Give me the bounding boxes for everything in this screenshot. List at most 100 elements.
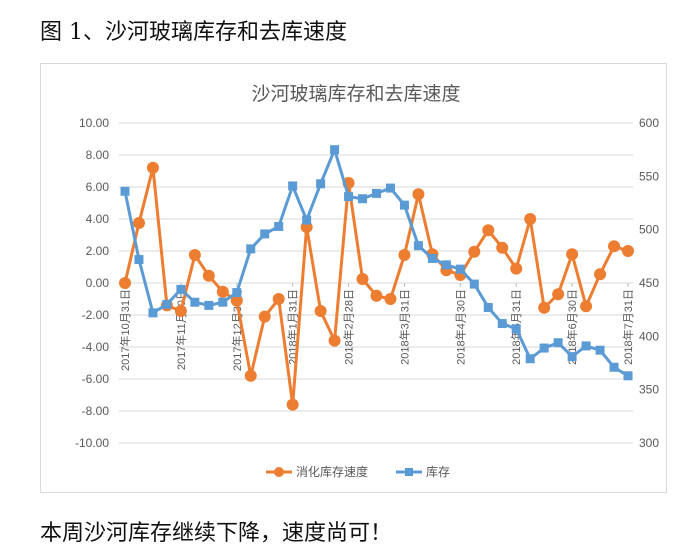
legend-marker — [274, 467, 284, 477]
y-right-tick-label: 600 — [639, 116, 659, 130]
data-point-blue — [120, 186, 130, 196]
y-left-tick-label: -8.00 — [82, 404, 110, 418]
y-right-tick-label: 300 — [639, 436, 659, 450]
series-line-left — [123, 166, 629, 407]
chart-frame: 沙河玻璃库存和去库速度 10.00 8.00 6.00 4.00 2.00 0.00 -2.0… — [40, 63, 667, 493]
y-left-tick-label: 2.00 — [86, 244, 110, 258]
data-point-blue — [581, 341, 591, 351]
data-point-orange — [230, 294, 243, 307]
data-point-orange — [119, 277, 131, 289]
data-point-orange — [272, 293, 285, 305]
data-point-orange — [286, 398, 299, 411]
data-point-blue — [455, 264, 465, 274]
data-point-orange — [398, 249, 411, 261]
data-point-orange — [608, 240, 621, 253]
data-point-orange — [510, 262, 523, 275]
data-point-orange — [370, 289, 383, 302]
data-point-blue — [385, 183, 395, 193]
data-point-blue — [302, 215, 312, 225]
data-point-blue — [595, 345, 605, 355]
x-tick-label: 2018年7月31日 — [621, 289, 635, 365]
y-left-tick-label: -2.00 — [82, 308, 110, 322]
data-point-orange — [174, 305, 187, 317]
y-right-tick-label: 450 — [639, 276, 659, 290]
data-point-blue — [469, 279, 479, 289]
y-right-tick-label: 400 — [639, 329, 659, 343]
y-left-tick-label: 0.00 — [86, 276, 110, 290]
data-point-blue — [441, 260, 451, 270]
data-point-orange — [482, 224, 495, 237]
data-point-orange — [356, 273, 369, 285]
data-point-orange — [580, 300, 593, 313]
x-tick-label: 2018年3月31日 — [397, 289, 411, 365]
legend-label: 消化库存速度 — [296, 464, 368, 479]
y-left-tick-label: -4.00 — [82, 340, 110, 354]
data-point-blue — [623, 371, 633, 381]
data-point-blue — [148, 308, 158, 318]
data-point-blue — [232, 288, 242, 298]
data-point-orange — [258, 310, 271, 323]
data-point-orange — [188, 249, 201, 261]
data-point-blue — [134, 255, 144, 265]
x-tick-label: 2018年2月28日 — [342, 289, 356, 365]
x-tick-label: 2017年10月31日 — [118, 289, 132, 371]
data-point-orange — [566, 248, 579, 261]
data-point-orange — [524, 213, 537, 225]
data-point-blue — [344, 192, 354, 202]
data-point-blue — [260, 229, 270, 239]
data-point-blue — [539, 343, 549, 353]
legend-marker — [405, 468, 413, 476]
figure-title: 图 1、沙河玻璃库存和去库速度 — [40, 20, 347, 45]
data-point-blue — [525, 354, 535, 364]
data-point-orange — [496, 241, 509, 254]
data-point-orange — [622, 245, 634, 257]
data-point-orange — [594, 268, 607, 281]
data-point-blue — [399, 200, 409, 210]
data-point-orange — [244, 369, 257, 382]
data-point-blue — [511, 324, 521, 334]
data-point-blue — [204, 300, 214, 310]
data-point-blue — [372, 188, 381, 198]
data-point-orange — [146, 161, 159, 174]
y-left-tick-label: -10.00 — [75, 436, 109, 450]
data-point-blue — [330, 145, 340, 155]
data-point-orange — [468, 245, 481, 258]
y-left-tick-label: 4.00 — [86, 212, 110, 226]
data-point-orange — [328, 334, 341, 347]
data-point-blue — [358, 194, 368, 204]
data-point-blue — [288, 181, 298, 191]
data-point-orange — [202, 269, 215, 282]
x-tick-label: 2017年12月31日 — [230, 289, 244, 371]
x-tick-label: 2018年4月30日 — [453, 289, 467, 365]
chart: 沙河玻璃库存和去库速度 10.00 8.00 6.00 4.00 2.00 0.00 -2.0… — [75, 83, 659, 479]
caption: 本周沙河库存继续下降，速度尚可！ — [40, 521, 393, 546]
y-right-tick-label: 500 — [639, 223, 659, 237]
data-point-blue — [274, 221, 284, 231]
data-point-blue — [162, 299, 172, 309]
data-point-blue — [483, 303, 493, 313]
data-point-blue — [218, 297, 228, 307]
x-tick-label: 2018年6月30日 — [565, 289, 579, 365]
y-right-tick-label: 350 — [639, 383, 659, 397]
data-point-blue — [497, 319, 507, 329]
data-point-blue — [553, 338, 563, 348]
chart-title: 沙河玻璃库存和去库速度 — [251, 83, 460, 105]
data-point-blue — [190, 297, 200, 307]
y-left-tick-label: 10.00 — [79, 116, 109, 130]
data-point-orange — [132, 217, 145, 229]
data-point-orange — [538, 301, 551, 314]
data-point-orange — [552, 288, 565, 301]
y-right-tick-label: 550 — [639, 169, 659, 183]
data-point-orange — [216, 285, 229, 298]
data-point-blue — [567, 352, 577, 362]
y-left-tick-label: 6.00 — [86, 180, 110, 194]
data-point-blue — [413, 241, 423, 251]
data-point-blue — [316, 179, 326, 189]
y-left-tick-label: 8.00 — [86, 148, 110, 162]
legend-label: 库存 — [426, 464, 450, 479]
data-point-blue — [609, 362, 619, 372]
data-point-blue — [246, 244, 256, 254]
data-point-blue — [176, 284, 186, 294]
data-point-orange — [314, 305, 327, 317]
data-point-blue — [427, 253, 437, 263]
